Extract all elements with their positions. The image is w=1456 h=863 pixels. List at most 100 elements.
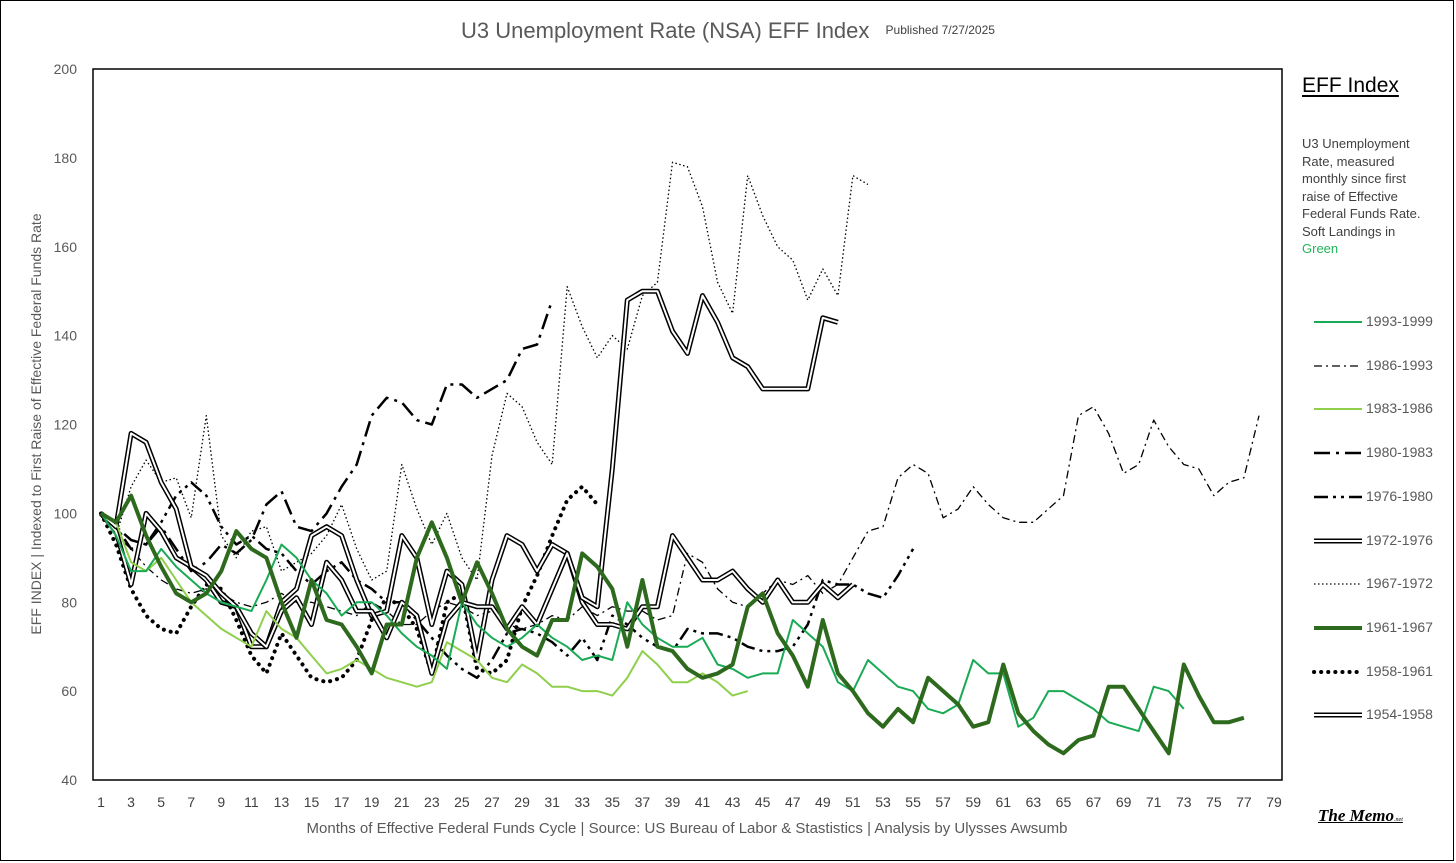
series-1958-1961: [99, 484, 600, 685]
series-line-1976-1980: [100, 481, 915, 680]
series-line-inner-1954-1958: [100, 290, 839, 675]
legend-item-1980-1983: 1980-1983: [1308, 437, 1454, 467]
y-tick-label: 100: [54, 505, 78, 521]
x-tick-label: 39: [665, 794, 681, 810]
y-tick-label: 200: [54, 61, 78, 77]
x-tick-label: 29: [514, 794, 530, 810]
chart-title-text: U3 Unemployment Rate (NSA) EFF Index: [461, 18, 870, 43]
series-1967-1972: [100, 161, 869, 581]
legend-swatch: [1314, 408, 1362, 411]
x-tick-label: 49: [815, 794, 831, 810]
x-tick-label: 17: [334, 794, 350, 810]
series-1954-1958: [99, 288, 839, 676]
x-tick-label: 31: [544, 794, 560, 810]
series-1983-1986: [100, 512, 748, 697]
legend-swatch: [1312, 669, 1364, 674]
x-tick-label: 59: [965, 794, 981, 810]
brand-suffix: .net: [1394, 817, 1403, 823]
series-1961-1967: [99, 493, 1245, 756]
x-tick-label: 5: [157, 794, 165, 810]
series-line-1983-1986: [100, 512, 748, 697]
legend-label: 1967-1972: [1366, 575, 1433, 592]
x-tick-label: 33: [574, 794, 590, 810]
x-tick-label: 65: [1056, 794, 1072, 810]
series-line-1980-1983: [100, 299, 554, 573]
series-line-1961-1967: [99, 493, 1245, 756]
x-tick-label: 73: [1176, 794, 1192, 810]
legend-label: 1954-1958: [1366, 706, 1433, 723]
legend-label: 1993-1999: [1366, 313, 1433, 329]
legend-swatch: [1314, 365, 1362, 367]
x-tick-label: 63: [1026, 794, 1042, 810]
legend-label: 1986-1993: [1366, 356, 1433, 373]
legend-item-1993-1999: 1993-1999: [1308, 306, 1454, 336]
y-tick-label: 120: [54, 417, 78, 433]
legend-label: 1980-1983: [1366, 444, 1433, 461]
legend-label: 1983-1986: [1366, 400, 1433, 417]
legend-label: 1976-1980: [1366, 487, 1433, 504]
plot-area: [92, 68, 1283, 781]
x-tick-label: 75: [1206, 794, 1222, 810]
side-desc-text: U3 Unemployment Rate, measured monthly s…: [1302, 136, 1421, 239]
chart-title: U3 Unemployment Rate (NSA) EFF Index Pub…: [0, 18, 1456, 44]
brand-name: The Memo: [1318, 806, 1395, 825]
x-tick-label: 67: [1086, 794, 1102, 810]
x-tick-label: 7: [187, 794, 195, 810]
x-tick-label: 15: [304, 794, 320, 810]
x-tick-label: 41: [695, 794, 711, 810]
y-tick-label: 40: [61, 772, 77, 788]
x-tick-label: 27: [484, 794, 500, 810]
x-tick-label: 11: [244, 794, 259, 810]
x-tick-label: 71: [1146, 794, 1162, 810]
legend-item-1961-1967: 1961-1967: [1308, 612, 1454, 642]
legend-swatch: [1314, 321, 1362, 323]
brand-logo: The Memo.net: [1318, 806, 1403, 826]
legend-label: 1958-1961: [1366, 662, 1433, 679]
y-tick-label: 60: [61, 683, 77, 699]
x-tick-label: 55: [905, 794, 921, 810]
x-tick-label: 37: [635, 794, 651, 810]
legend-label: 1972-1976: [1366, 531, 1433, 548]
x-tick-label: 23: [424, 794, 440, 810]
series-line-1993-1999: [100, 512, 1185, 733]
x-tick-label: 69: [1116, 794, 1132, 810]
legend-item-1983-1986: 1983-1986: [1308, 393, 1454, 423]
x-tick-label: 61: [996, 794, 1012, 810]
x-tick-label: 57: [935, 794, 951, 810]
legend-item-1958-1961: 1958-1961: [1308, 656, 1454, 686]
x-tick-label: 21: [394, 794, 410, 810]
side-panel-description: U3 Unemployment Rate, measured monthly s…: [1302, 135, 1434, 258]
y-tick-label: 160: [54, 239, 78, 255]
x-tick-label: 25: [454, 794, 470, 810]
x-tick-label: 53: [875, 794, 891, 810]
legend-item-1976-1980: 1976-1980: [1308, 481, 1454, 511]
legend-label: 1961-1967: [1366, 618, 1433, 635]
x-tick-label: 19: [364, 794, 380, 810]
legend-item-1972-1976: 1972-1976: [1308, 525, 1454, 555]
side-panel-title: EFF Index: [1302, 74, 1399, 97]
series-1993-1999: [100, 512, 1185, 733]
x-tick-label: 13: [274, 794, 290, 810]
series-1986-1993: [100, 406, 1260, 630]
series-1980-1983: [100, 299, 554, 573]
series-line-1967-1972: [100, 161, 869, 581]
legend-item-1986-1993: 1986-1993: [1308, 350, 1454, 380]
x-tick-label: 45: [755, 794, 771, 810]
x-tick-label: 3: [127, 794, 135, 810]
x-tick-label: 77: [1236, 794, 1252, 810]
x-tick-label: 47: [785, 794, 801, 810]
x-tick-label: 1: [97, 794, 105, 810]
legend-item-1954-1958: 1954-1958: [1308, 699, 1454, 729]
legend-swatch: [1314, 712, 1362, 718]
legend-item-1967-1972: 1967-1972: [1308, 568, 1454, 598]
y-tick-label: 80: [61, 594, 77, 610]
legend-swatch: [1314, 625, 1362, 630]
x-tick-label: 79: [1266, 794, 1282, 810]
y-tick-label: 140: [54, 328, 78, 344]
series-line-1958-1961: [99, 484, 600, 685]
legend-swatch: [1314, 583, 1362, 585]
published-date: Published 7/27/2025: [885, 23, 995, 37]
x-tick-label: 35: [605, 794, 621, 810]
